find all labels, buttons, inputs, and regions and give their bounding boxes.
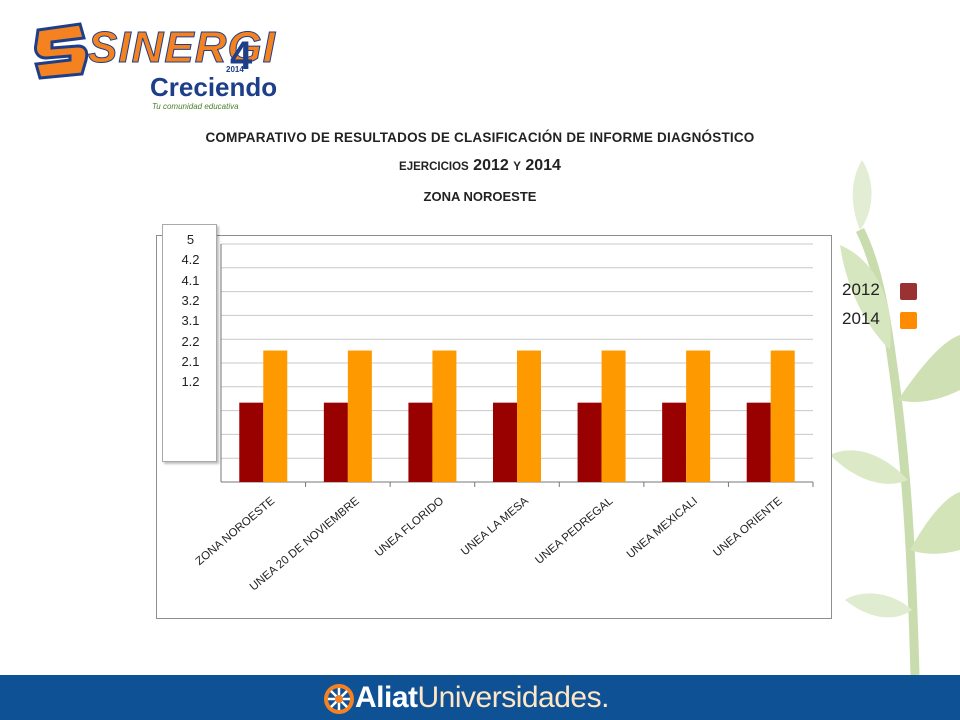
logo-tagline: Tu comunidad educativa [152, 102, 239, 111]
bar-2012 [493, 402, 517, 482]
bar-2012 [577, 402, 602, 482]
value-box-item: 3.1 [181, 313, 200, 329]
sinergia-logo: SINERGI 4 2014 Creciendo Tu comunidad ed… [30, 18, 280, 111]
legend-label-2014: 2014 [842, 309, 880, 328]
logo-brand-number: 4 [230, 34, 253, 78]
logo-year: 2014 [226, 65, 244, 74]
legend-label-2012: 2012 [842, 280, 880, 299]
value-box-item: 1.2 [181, 374, 200, 390]
logo-brand-text: SINERGI [88, 23, 276, 72]
value-box-item: 2.1 [181, 353, 200, 369]
axes [220, 244, 814, 487]
category-label: ZONA NOROESTE [194, 495, 278, 568]
bar-2014 [686, 350, 711, 482]
bar-2014 [517, 350, 541, 482]
bars [239, 350, 795, 482]
bar-2014 [432, 350, 457, 482]
footer-brand-part2: Universidades. [417, 681, 610, 714]
category-label: UNEA FLORIDO [373, 495, 446, 559]
chart-title: COMPARATIVO DE RESULTADOS DE CLASIFICACI… [205, 130, 755, 145]
bar-2012 [323, 402, 348, 482]
chart-subtitle: EJERCICIOS 2012 Y 2014 [0, 157, 960, 175]
subtitle-year-1: 2012 [473, 157, 509, 174]
category-label: UNEA PEDREGAL [533, 495, 616, 567]
bar-2012 [239, 402, 264, 482]
subtitle-year-2: 2014 [525, 157, 561, 174]
bar-2012 [408, 402, 433, 482]
chart-frame: ZONA NOROESTE UNEA 20 DE NOVIEMBRE UNEA FL… [156, 235, 832, 619]
aliat-logo-icon [324, 684, 354, 714]
value-box: 5 4.2 4.1 3.2 3.1 2.2 2.1 1.2 [162, 224, 217, 462]
bar-2014 [770, 350, 795, 482]
bar-2014 [601, 350, 626, 482]
s-logo-icon [34, 22, 89, 80]
footer-brand: AliatUniversidades. [355, 681, 609, 715]
value-box-item: 2.2 [181, 333, 200, 349]
legend-swatch-2012 [900, 283, 917, 300]
bar-2012 [746, 402, 771, 482]
subtitle-word: EJERCICIOS [399, 161, 469, 173]
category-label: UNEA MEXICALI [625, 495, 700, 561]
value-box-item: 5 [186, 232, 195, 247]
category-label: UNEA ORIENTE [711, 495, 785, 559]
bar-2012 [662, 402, 687, 482]
value-box-item: 3.2 [181, 292, 200, 308]
logo-subtitle: Creciendo [150, 72, 278, 102]
value-box-item: 4.1 [181, 272, 200, 288]
plant-decoration [830, 160, 960, 675]
value-box-item: 4.2 [181, 252, 200, 268]
chart-zone-title: ZONA NOROESTE [423, 189, 537, 204]
footer-bar [0, 675, 960, 720]
category-label: UNEA LA MESA [459, 495, 531, 558]
legend-swatch-2014 [900, 312, 917, 329]
bar-2014 [347, 350, 372, 482]
bar-2014 [263, 350, 288, 482]
footer-brand-part1: Aliat [355, 681, 418, 714]
subtitle-connector: Y [513, 161, 521, 173]
